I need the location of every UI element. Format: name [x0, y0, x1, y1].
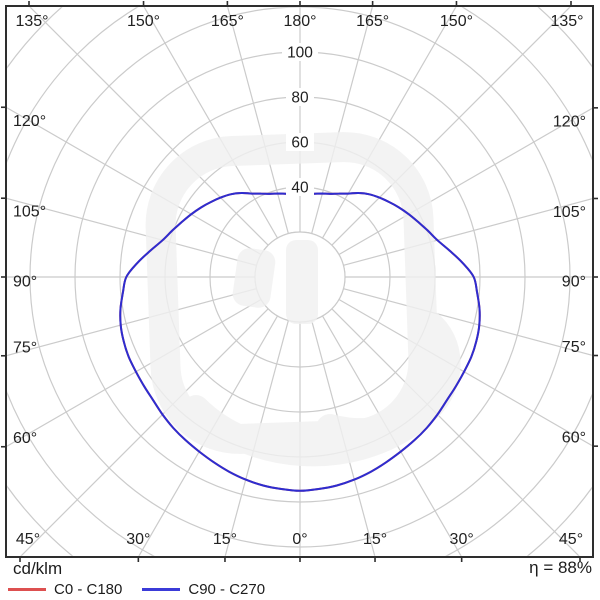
ring-label: 60	[291, 135, 309, 152]
efficiency-label: η = 88%	[529, 558, 592, 577]
ring-label: 100	[287, 45, 313, 62]
watermark-blob	[232, 248, 276, 308]
grid-ray	[338, 107, 592, 256]
angle-label: 150°	[440, 13, 473, 30]
ring-label-chip	[282, 43, 318, 61]
ring-label-chip	[286, 178, 314, 196]
plot-border	[5, 5, 594, 558]
legend-item-c90-c270: C90 - C270	[142, 581, 265, 598]
legend-label: C90 - C270	[188, 581, 266, 598]
unit-label: cd/klm	[13, 559, 63, 578]
angle-label: 165°	[356, 13, 389, 30]
angle-label: 0°	[292, 531, 307, 548]
grid-ray	[7, 197, 257, 266]
grid-ray	[7, 298, 262, 447]
legend-label: C0 - C180	[54, 581, 123, 598]
angle-label: 75°	[562, 339, 586, 356]
angle-label: 60°	[562, 430, 586, 447]
angle-label: 45°	[559, 531, 583, 548]
angle-label: 105°	[553, 204, 586, 221]
angle-label: 165°	[211, 13, 244, 30]
angle-label: 105°	[13, 204, 46, 221]
ring-label-chip	[286, 88, 314, 106]
watermark-swoosh	[183, 395, 429, 467]
angle-label: 30°	[450, 531, 474, 548]
legend-item-c0-c180: C0 - C180	[8, 581, 122, 598]
watermark-hook	[316, 304, 461, 447]
angle-label: 15°	[363, 531, 387, 548]
angle-label: 180°	[283, 13, 316, 30]
ring-label: 40	[291, 180, 309, 197]
legend-swatch	[8, 588, 46, 591]
grid-ray	[227, 7, 289, 234]
angle-label: 150°	[127, 13, 160, 30]
angle-label: 90°	[13, 274, 37, 291]
angle-label: 60°	[13, 430, 37, 447]
grid-ray	[338, 298, 592, 447]
legend-swatch	[142, 588, 181, 591]
angle-label: 135°	[15, 13, 48, 30]
angle-label: 45°	[16, 531, 40, 548]
angle-label: 30°	[126, 531, 150, 548]
angle-label: 90°	[562, 274, 586, 291]
grid-ray	[321, 7, 457, 239]
legend: C0 - C180 C90 - C270	[8, 581, 285, 598]
grid-ray	[331, 308, 580, 556]
grid-ray	[143, 7, 279, 239]
angle-label: 75°	[13, 339, 37, 356]
grid-ray	[138, 315, 279, 556]
angle-label: 120°	[13, 113, 46, 130]
grid-ray	[7, 107, 262, 256]
grid-ray	[20, 308, 269, 556]
angle-label: 15°	[213, 531, 237, 548]
grid-ray	[7, 288, 257, 357]
ring-label: 80	[291, 90, 309, 107]
grid-ray	[311, 7, 373, 234]
ring-label-chip	[286, 133, 314, 151]
grid-ray	[321, 315, 462, 556]
watermark-bar	[286, 240, 318, 324]
grid-ray	[224, 320, 289, 556]
angle-label: 135°	[550, 13, 583, 30]
angle-label: 120°	[553, 113, 586, 130]
grid-ray	[311, 320, 376, 556]
curve-c90-c270	[119, 191, 481, 492]
